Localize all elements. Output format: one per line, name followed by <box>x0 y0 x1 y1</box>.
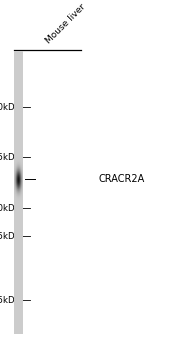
Text: 40kDa: 40kDa <box>0 204 20 212</box>
Text: CRACR2A: CRACR2A <box>99 174 145 183</box>
Text: 70kDa: 70kDa <box>0 103 20 112</box>
Text: Mouse liver: Mouse liver <box>44 2 87 46</box>
Text: 25kDa: 25kDa <box>0 296 20 305</box>
Text: 55kDa: 55kDa <box>0 153 20 162</box>
Text: 35kDa: 35kDa <box>0 232 20 241</box>
